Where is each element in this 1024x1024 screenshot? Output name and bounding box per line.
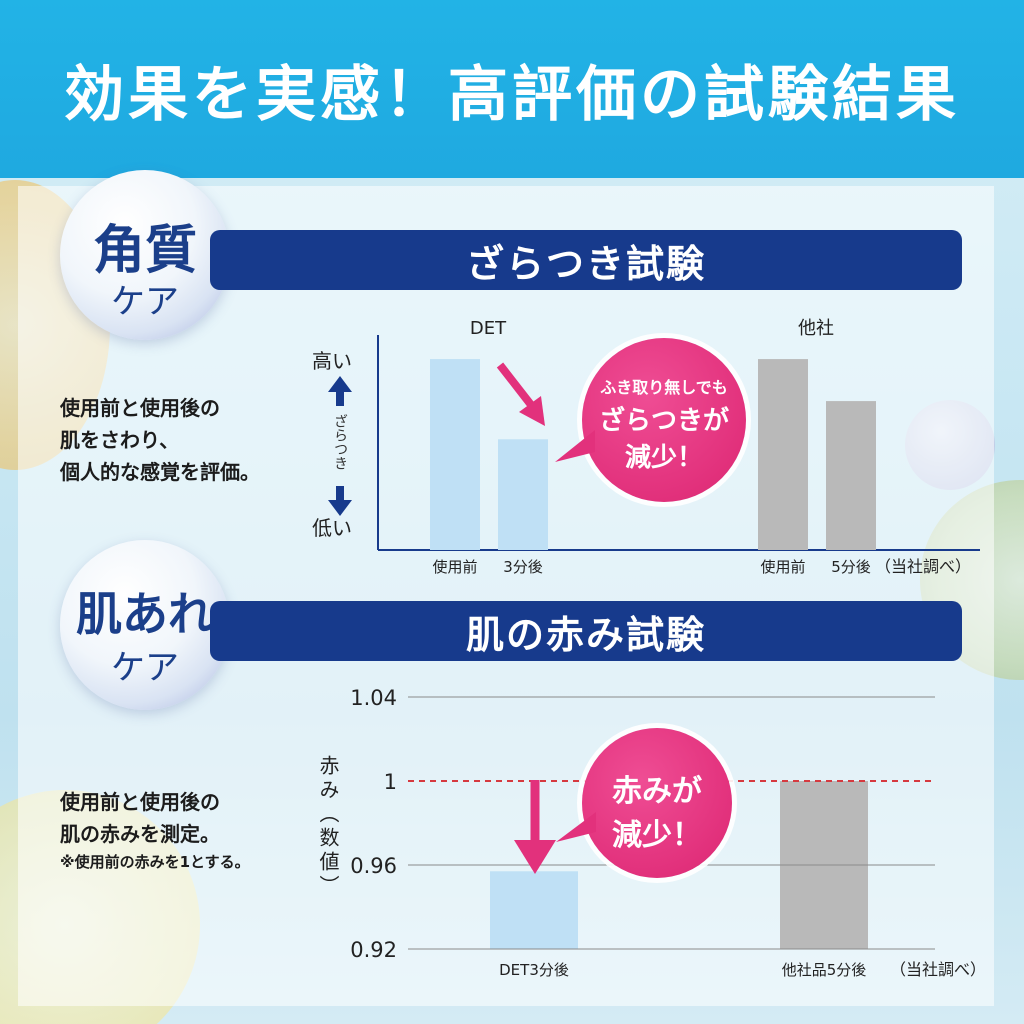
section2-banner: 肌の赤み試験 — [210, 601, 962, 661]
badge-line2: ケア — [111, 648, 179, 688]
desc-line: 肌の赤みを測定。 — [60, 822, 220, 846]
x-tick-label: 使用前 — [760, 558, 805, 576]
callout-line: ざらつきが — [598, 406, 729, 436]
callout-tail — [555, 430, 595, 462]
badge-line2: ケア — [111, 282, 179, 322]
redness-chart: DET3分後 他社品5分後 1.04 1 0.96 0.92 赤み（数値） （当社調べ） — [316, 686, 986, 979]
y-tick-label: 0.92 — [350, 938, 397, 962]
pointer-arrow-icon — [496, 362, 545, 426]
y-tick-label: 1 — [384, 770, 397, 794]
badge-bubble-kakushitsu: 角質 ケア — [60, 170, 230, 340]
source-note: （当社調べ） — [875, 557, 971, 576]
callout-line: 減少！ — [612, 818, 702, 853]
axis-label-high: 高い — [312, 349, 352, 373]
y-axis-label: 赤み（数値） — [316, 755, 340, 899]
down-arrow-icon — [328, 486, 352, 516]
axis-label-middle: ざらつき — [332, 413, 348, 470]
x-tick-label: DET3分後 — [499, 961, 569, 979]
x-tick-label: 3分後 — [503, 558, 543, 576]
group-label: DET — [470, 318, 507, 339]
axis-label-low: 低い — [312, 516, 352, 540]
callout-line-small: ふき取り無しでも — [600, 378, 728, 397]
desc-note: ※使用前の赤みを1とする。 — [60, 853, 250, 871]
bar — [430, 359, 480, 550]
source-note: （当社調べ） — [890, 960, 986, 979]
desc-line: 使用前と使用後の — [60, 790, 220, 814]
y-tick-label: 1.04 — [350, 686, 397, 710]
badge-line1: 角質 — [92, 220, 197, 281]
desc-line: 個人的な感覚を評価。 — [60, 460, 260, 484]
x-tick-label: 使用前 — [432, 558, 477, 576]
y-tick-label: 0.96 — [350, 854, 397, 878]
bar — [826, 401, 876, 550]
chart2-plot: DET3分後 他社品5分後 1.04 1 0.96 0.92 赤み（数値） — [316, 686, 935, 979]
redness-callout: 赤みが 減少！ — [582, 728, 732, 878]
group-label: 他社 — [798, 318, 834, 339]
header: 効果を実感！高評価の試験結果 — [0, 0, 1024, 178]
section2-description: 使用前と使用後の 肌の赤みを測定。 ※使用前の赤みを1とする。 — [60, 786, 320, 874]
bar — [758, 359, 808, 550]
callout-line: 赤みが — [612, 774, 702, 809]
bar — [498, 439, 548, 550]
callout-tail — [556, 812, 596, 842]
roughness-callout: ふき取り無しでも ざらつきが 減少！ — [582, 338, 746, 502]
down-pointer-arrow-icon — [514, 780, 556, 874]
page-title: 効果を実感！高評価の試験結果 — [64, 59, 960, 130]
section1-banner: ざらつき試験 — [210, 230, 962, 290]
x-tick-label: 他社品5分後 — [782, 961, 867, 979]
section1-description: 使用前と使用後の 肌をさわり、 個人的な感覚を評価。 — [60, 392, 320, 488]
badge-bubble-hadaare: 肌あれ ケア — [60, 540, 230, 710]
bar — [490, 871, 578, 949]
x-tick-label: 5分後 — [831, 558, 871, 576]
desc-line: 使用前と使用後の — [60, 396, 220, 420]
up-arrow-icon — [328, 376, 352, 406]
desc-line: 肌をさわり、 — [60, 428, 180, 452]
callout-line: 減少！ — [624, 443, 703, 473]
badge-line1: 肌あれ — [76, 587, 214, 641]
